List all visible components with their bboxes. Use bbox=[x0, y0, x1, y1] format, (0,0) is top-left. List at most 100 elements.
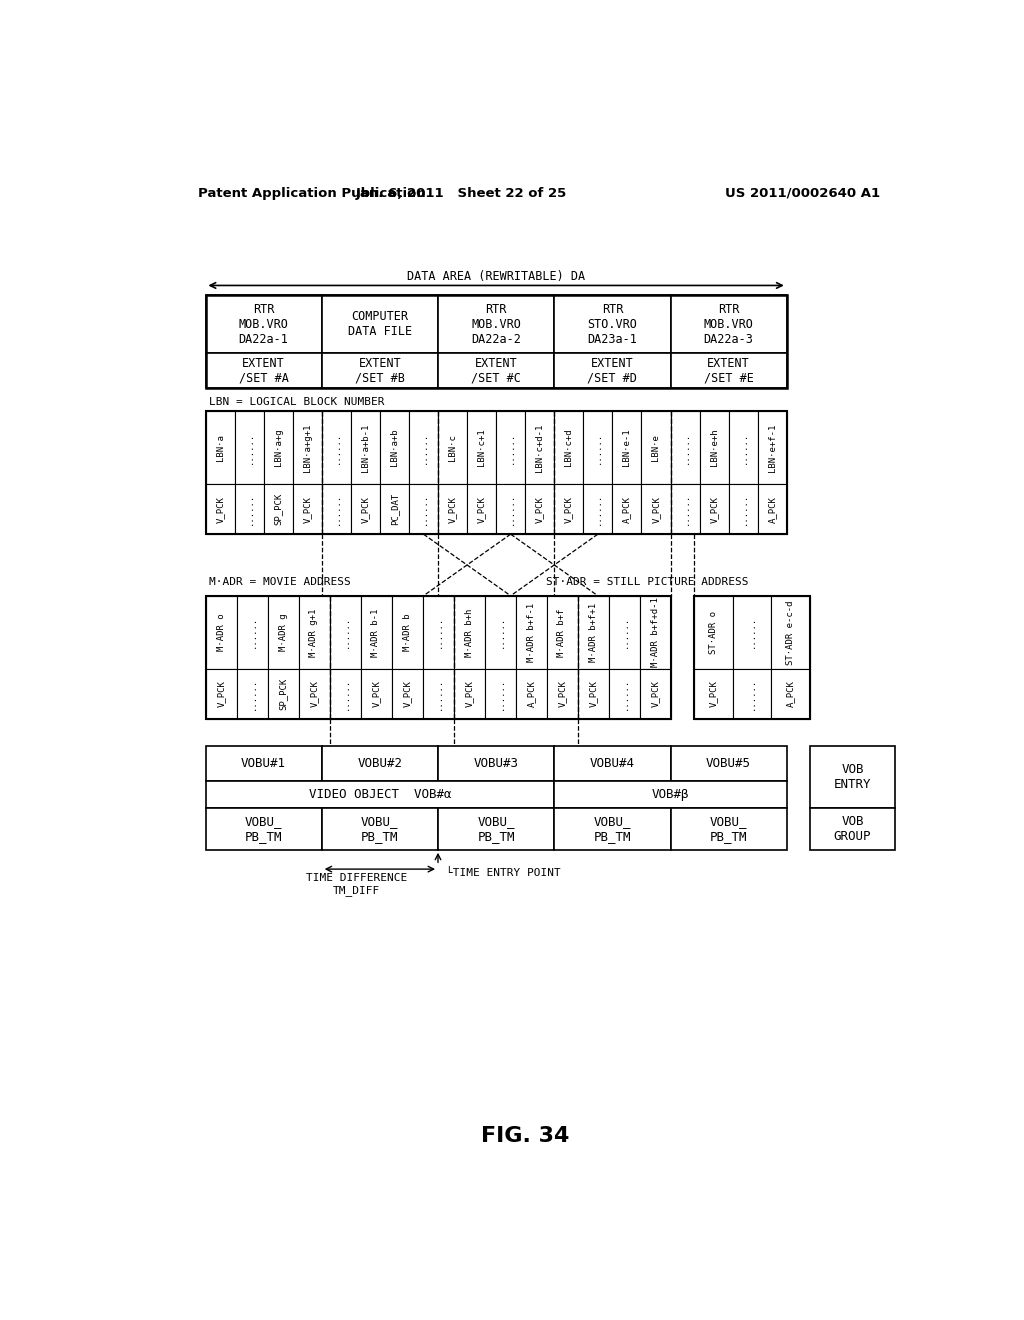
Text: M·ADR b+f: M·ADR b+f bbox=[557, 609, 566, 656]
Bar bbox=[263, 411, 293, 484]
Text: COMPUTER
DATA FILE: COMPUTER DATA FILE bbox=[348, 310, 412, 338]
Bar bbox=[671, 808, 786, 850]
Bar bbox=[234, 411, 263, 484]
Text: LBN·e-1: LBN·e-1 bbox=[623, 429, 632, 466]
Bar bbox=[380, 411, 409, 484]
Bar bbox=[409, 484, 438, 535]
Bar bbox=[299, 595, 330, 669]
Bar bbox=[409, 411, 438, 484]
Bar bbox=[729, 484, 758, 535]
Bar bbox=[612, 411, 641, 484]
Text: EXTENT
/SET #C: EXTENT /SET #C bbox=[471, 356, 521, 384]
Bar bbox=[554, 411, 584, 484]
Bar bbox=[206, 746, 322, 780]
Text: └TIME ENTRY POINT: └TIME ENTRY POINT bbox=[445, 869, 560, 878]
Text: LBN·a: LBN·a bbox=[215, 434, 224, 461]
Text: V_PCK: V_PCK bbox=[309, 681, 318, 708]
Bar bbox=[330, 669, 360, 719]
Bar bbox=[547, 669, 578, 719]
Text: LBN·c+d: LBN·c+d bbox=[564, 429, 573, 466]
Text: VIDEO OBJECT  VOB#α: VIDEO OBJECT VOB#α bbox=[308, 788, 452, 800]
Text: RTR
MOB.VRO
DA22a-1: RTR MOB.VRO DA22a-1 bbox=[239, 302, 289, 346]
Text: A_PCK: A_PCK bbox=[526, 681, 536, 708]
Bar bbox=[299, 669, 330, 719]
Bar bbox=[206, 669, 237, 719]
Bar bbox=[234, 484, 263, 535]
Text: LBN = LOGICAL BLOCK NUMBER: LBN = LOGICAL BLOCK NUMBER bbox=[209, 397, 385, 407]
Text: A_PCK: A_PCK bbox=[768, 496, 777, 523]
Bar bbox=[237, 595, 267, 669]
Text: ......: ...... bbox=[419, 492, 428, 525]
Text: Patent Application Publication: Patent Application Publication bbox=[198, 186, 426, 199]
Bar bbox=[640, 595, 671, 669]
Text: M·ADR b-1: M·ADR b-1 bbox=[372, 609, 381, 656]
Bar bbox=[484, 669, 515, 719]
Text: RTR
STO.VRO
DA23a-1: RTR STO.VRO DA23a-1 bbox=[588, 302, 637, 346]
Text: V_PCK: V_PCK bbox=[372, 681, 381, 708]
Bar bbox=[554, 808, 671, 850]
Bar bbox=[467, 484, 496, 535]
Text: V_PCK: V_PCK bbox=[709, 681, 718, 708]
Bar bbox=[391, 669, 423, 719]
Text: ......: ...... bbox=[620, 677, 629, 710]
Bar bbox=[671, 484, 699, 535]
Text: ......: ...... bbox=[593, 492, 602, 525]
Bar bbox=[423, 595, 454, 669]
Text: M·ADR = MOVIE ADDRESS: M·ADR = MOVIE ADDRESS bbox=[209, 577, 351, 587]
Bar bbox=[608, 669, 640, 719]
Bar bbox=[206, 595, 237, 669]
Bar bbox=[771, 669, 810, 719]
Bar bbox=[693, 595, 810, 719]
Text: LBN·a+b: LBN·a+b bbox=[390, 429, 399, 466]
Bar bbox=[729, 411, 758, 484]
Bar bbox=[206, 595, 671, 719]
Text: LBN·e+h: LBN·e+h bbox=[710, 429, 719, 466]
Text: VOBU#5: VOBU#5 bbox=[707, 756, 752, 770]
Text: RTR
MOB.VRO
DA22a-2: RTR MOB.VRO DA22a-2 bbox=[471, 302, 521, 346]
Text: V_PCK: V_PCK bbox=[536, 496, 544, 523]
Text: US 2011/0002640 A1: US 2011/0002640 A1 bbox=[725, 186, 880, 199]
Bar bbox=[554, 746, 671, 780]
Bar bbox=[758, 411, 786, 484]
Text: ......: ...... bbox=[245, 492, 254, 525]
Text: M·ADR b+f-1: M·ADR b+f-1 bbox=[526, 603, 536, 661]
Bar bbox=[454, 669, 484, 719]
Text: EXTENT
/SET #B: EXTENT /SET #B bbox=[355, 356, 404, 384]
Bar bbox=[391, 595, 423, 669]
Text: ......: ...... bbox=[620, 616, 629, 648]
Text: PC_DAT: PC_DAT bbox=[390, 492, 399, 525]
Text: ......: ...... bbox=[738, 432, 748, 463]
Bar bbox=[612, 484, 641, 535]
Text: ......: ...... bbox=[506, 432, 515, 463]
Text: EXTENT
/SET #E: EXTENT /SET #E bbox=[703, 356, 754, 384]
Text: Jan. 6, 2011   Sheet 22 of 25: Jan. 6, 2011 Sheet 22 of 25 bbox=[355, 186, 567, 199]
Bar bbox=[515, 595, 547, 669]
Bar bbox=[360, 595, 391, 669]
Bar bbox=[454, 595, 484, 669]
Bar bbox=[554, 296, 671, 354]
Text: V_PCK: V_PCK bbox=[465, 681, 473, 708]
Bar bbox=[515, 669, 547, 719]
Bar bbox=[206, 411, 786, 535]
Text: SP_PCK: SP_PCK bbox=[279, 677, 288, 710]
Text: VOBU#3: VOBU#3 bbox=[474, 756, 518, 770]
Text: ......: ...... bbox=[433, 677, 442, 710]
Text: VOBU_
PB_TM: VOBU_ PB_TM bbox=[477, 814, 515, 842]
Text: VOBU_
PB_TM: VOBU_ PB_TM bbox=[710, 814, 748, 842]
Text: M·ADR g: M·ADR g bbox=[279, 614, 288, 651]
Text: EXTENT
/SET #D: EXTENT /SET #D bbox=[588, 356, 637, 384]
Bar bbox=[206, 484, 234, 535]
Text: M·ADR b+h: M·ADR b+h bbox=[465, 609, 473, 656]
Bar bbox=[206, 780, 554, 808]
Text: ......: ...... bbox=[248, 677, 256, 710]
Text: DATA AREA (REWRITABLE) DA: DATA AREA (REWRITABLE) DA bbox=[408, 269, 585, 282]
Text: TIME DIFFERENCE
TM_DIFF: TIME DIFFERENCE TM_DIFF bbox=[306, 874, 408, 896]
Text: ......: ...... bbox=[245, 432, 254, 463]
Text: ......: ...... bbox=[496, 616, 505, 648]
Text: FIG. 34: FIG. 34 bbox=[480, 1126, 569, 1146]
Bar bbox=[206, 411, 234, 484]
Bar bbox=[438, 808, 554, 850]
Text: A_PCK: A_PCK bbox=[786, 681, 795, 708]
Text: ......: ...... bbox=[748, 677, 757, 710]
Bar bbox=[547, 595, 578, 669]
